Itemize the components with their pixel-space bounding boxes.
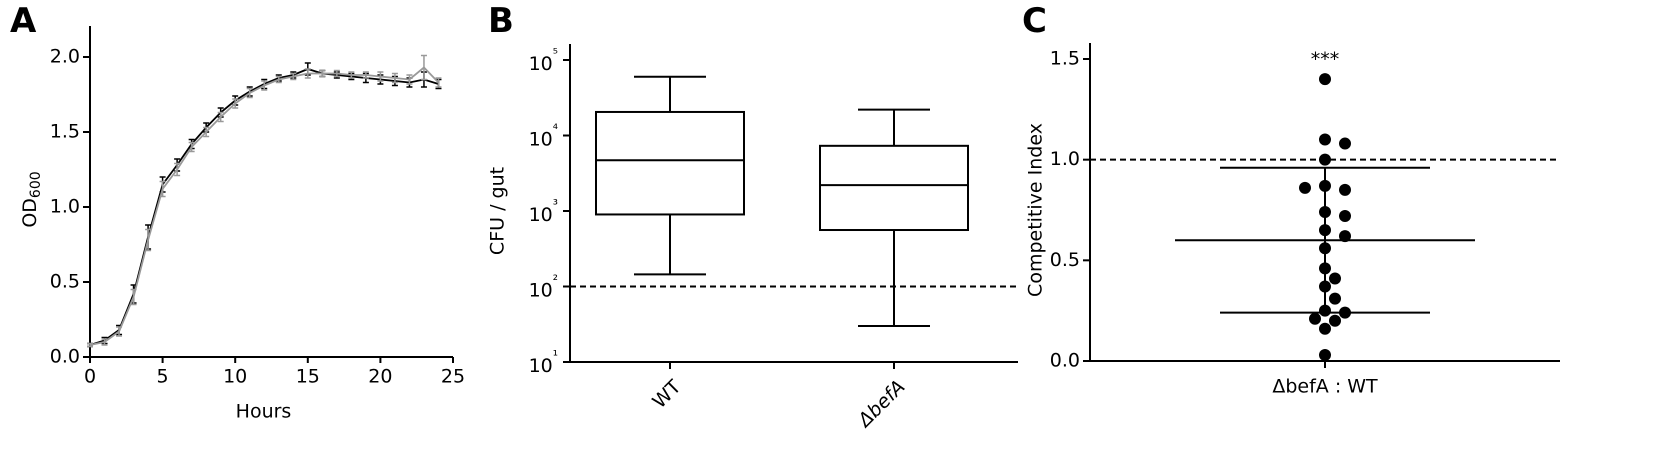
- y-axis-label: OD600: [19, 171, 45, 227]
- box: [595, 110, 745, 216]
- x-tick-label: 10: [223, 366, 247, 388]
- data-point: [1319, 206, 1331, 219]
- x-tick-label: WT: [648, 376, 685, 413]
- data-point: [1319, 262, 1331, 275]
- data-point: [1319, 153, 1331, 166]
- data-point: [1319, 242, 1331, 255]
- y-tick-label: 0.5: [50, 271, 80, 293]
- data-point: [1319, 322, 1331, 335]
- data-point: [1319, 73, 1331, 86]
- y-axis-label-subscript: 600: [28, 171, 44, 198]
- y-tick-label: 0.0: [1050, 350, 1080, 372]
- x-tick-label: 5: [157, 366, 169, 388]
- y-tick-exponent: ²: [553, 273, 558, 288]
- y-tick-label: 2.0: [50, 46, 80, 68]
- x-tick-label: 20: [368, 366, 392, 388]
- y-axis-label: CFU / gut: [487, 167, 509, 255]
- y-tick-label: 10²: [529, 273, 558, 301]
- y-tick-label: 10⁵: [529, 47, 558, 75]
- panel-letter: B: [488, 1, 514, 41]
- data-point: [1339, 183, 1351, 196]
- data-point: [1339, 210, 1351, 223]
- y-tick-base: 10: [529, 355, 553, 377]
- y-tick-label: 10¹: [529, 349, 558, 377]
- x-tick-label: 15: [296, 366, 320, 388]
- y-tick-label: 1.0: [50, 196, 80, 218]
- y-tick-label: 0.0: [50, 346, 80, 368]
- data-point: [1299, 181, 1311, 194]
- line: [89, 68, 439, 346]
- data-point: [1339, 230, 1351, 243]
- data-point: [1329, 272, 1341, 285]
- box: [819, 144, 969, 232]
- y-tick-base: 10: [529, 279, 553, 301]
- y-tick-exponent: ³: [553, 198, 558, 213]
- y-tick-base: 10: [529, 204, 553, 226]
- data-point: [1319, 133, 1331, 146]
- y-tick-label: 10³: [529, 198, 558, 226]
- data-point: [1319, 280, 1331, 293]
- x-tick-label: ΔbefA : WT: [1272, 376, 1378, 398]
- data-point: [1319, 224, 1331, 237]
- x-tick-label: ΔbefA: [853, 376, 910, 433]
- data-point: [1319, 179, 1331, 192]
- y-tick-base: 10: [529, 128, 553, 150]
- data-point: [1319, 348, 1331, 361]
- y-tick-label: 0.5: [1050, 249, 1080, 271]
- x-axis-label: Hours: [236, 401, 292, 423]
- y-tick-base: 10: [529, 53, 553, 75]
- x-tick-label: 25: [441, 366, 465, 388]
- panel-letter: C: [1022, 1, 1047, 41]
- data-point: [1319, 304, 1331, 317]
- y-axis-label-text: OD: [19, 198, 41, 228]
- data-point: [1339, 137, 1351, 150]
- data-point: [1339, 306, 1351, 319]
- data-point: [1329, 292, 1341, 305]
- line: [89, 66, 440, 346]
- y-tick-label: 10⁴: [529, 122, 558, 150]
- panel-letter: A: [10, 1, 37, 41]
- data-point: [1329, 314, 1341, 327]
- y-tick-exponent: ⁵: [553, 47, 558, 62]
- y-tick-exponent: ¹: [553, 349, 558, 364]
- y-tick-label: 1.5: [1050, 48, 1080, 70]
- x-tick-label: 0: [84, 366, 96, 388]
- data-point: [1309, 312, 1321, 325]
- annotation: ***: [1311, 49, 1340, 71]
- y-tick-label: 1.0: [1050, 148, 1080, 170]
- y-tick-exponent: ⁴: [553, 122, 558, 137]
- y-tick-label: 1.5: [50, 121, 80, 143]
- y-axis-label: Competitive Index: [1025, 123, 1047, 297]
